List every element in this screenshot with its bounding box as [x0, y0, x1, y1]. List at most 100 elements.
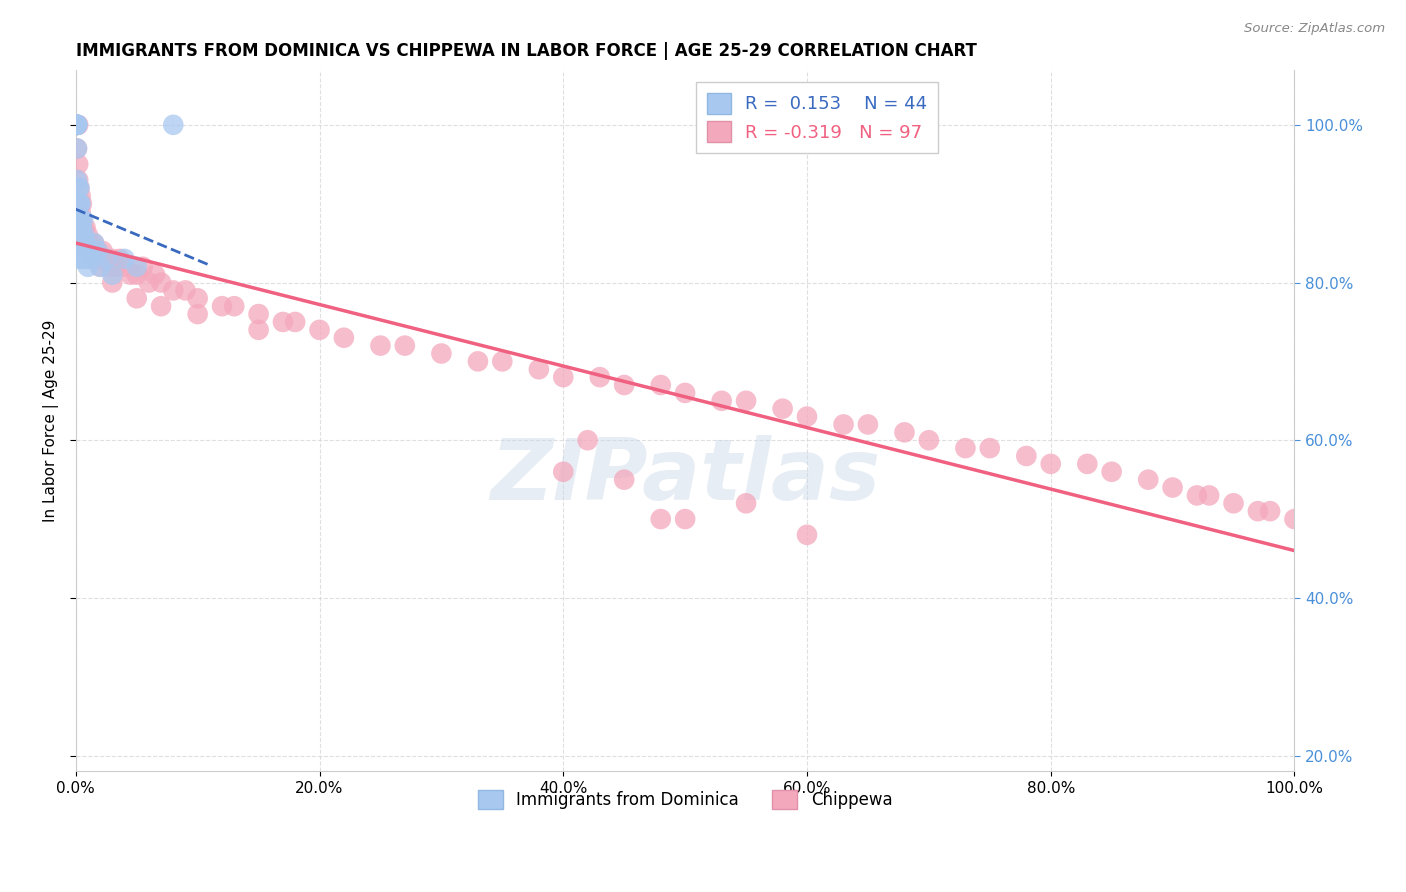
- Point: [918, 434, 941, 448]
- Point: [70, 196, 93, 211]
- Point: [308, 323, 330, 337]
- Point: [101, 252, 124, 266]
- Point: [69, 220, 91, 235]
- Point: [589, 370, 612, 384]
- Legend: Immigrants from Dominica, Chippewa: Immigrants from Dominica, Chippewa: [471, 783, 898, 815]
- Point: [96, 252, 118, 266]
- Point: [66, 118, 89, 132]
- Point: [150, 276, 173, 290]
- Point: [89, 260, 111, 274]
- Point: [114, 252, 136, 266]
- Text: Source: ZipAtlas.com: Source: ZipAtlas.com: [1244, 22, 1385, 36]
- Point: [333, 331, 356, 345]
- Point: [76, 236, 98, 251]
- Point: [247, 323, 270, 337]
- Point: [69, 204, 91, 219]
- Point: [69, 196, 91, 211]
- Point: [1039, 457, 1062, 471]
- Point: [430, 346, 453, 360]
- Point: [114, 260, 136, 274]
- Point: [67, 228, 90, 243]
- Point: [955, 441, 977, 455]
- Point: [72, 212, 94, 227]
- Point: [69, 196, 91, 211]
- Point: [80, 244, 103, 258]
- Point: [120, 268, 142, 282]
- Point: [162, 118, 184, 132]
- Point: [673, 385, 696, 400]
- Point: [553, 370, 575, 384]
- Point: [84, 252, 107, 266]
- Point: [73, 228, 96, 243]
- Point: [69, 236, 91, 251]
- Point: [91, 244, 114, 258]
- Point: [856, 417, 879, 432]
- Point: [735, 496, 758, 510]
- Point: [70, 212, 93, 227]
- Point: [87, 244, 110, 258]
- Text: IMMIGRANTS FROM DOMINICA VS CHIPPEWA IN LABOR FORCE | AGE 25-29 CORRELATION CHAR: IMMIGRANTS FROM DOMINICA VS CHIPPEWA IN …: [76, 42, 977, 60]
- Point: [66, 118, 89, 132]
- Point: [70, 252, 93, 266]
- Point: [650, 378, 672, 392]
- Point: [125, 268, 148, 282]
- Point: [66, 141, 89, 155]
- Point: [1137, 473, 1160, 487]
- Point: [67, 252, 90, 266]
- Point: [491, 354, 513, 368]
- Point: [211, 299, 233, 313]
- Point: [1101, 465, 1123, 479]
- Point: [70, 220, 93, 235]
- Point: [394, 338, 416, 352]
- Point: [979, 441, 1001, 455]
- Point: [893, 425, 915, 440]
- Point: [76, 252, 98, 266]
- Point: [66, 141, 89, 155]
- Point: [77, 244, 100, 258]
- Point: [101, 276, 124, 290]
- Point: [187, 291, 209, 305]
- Point: [66, 173, 89, 187]
- Point: [96, 252, 118, 266]
- Point: [89, 260, 111, 274]
- Point: [67, 220, 90, 235]
- Point: [89, 252, 111, 266]
- Point: [79, 252, 101, 266]
- Point: [1258, 504, 1281, 518]
- Point: [673, 512, 696, 526]
- Point: [75, 236, 97, 251]
- Point: [125, 291, 148, 305]
- Point: [69, 181, 91, 195]
- Point: [1185, 488, 1208, 502]
- Point: [66, 118, 89, 132]
- Point: [796, 528, 818, 542]
- Point: [67, 196, 90, 211]
- Point: [69, 189, 91, 203]
- Point: [72, 220, 94, 235]
- Point: [77, 228, 100, 243]
- Point: [150, 299, 173, 313]
- Point: [576, 434, 599, 448]
- Point: [67, 236, 90, 251]
- Point: [66, 118, 89, 132]
- Point: [66, 118, 89, 132]
- Point: [66, 118, 89, 132]
- Point: [832, 417, 855, 432]
- Point: [796, 409, 818, 424]
- Point: [87, 244, 110, 258]
- Point: [1247, 504, 1270, 518]
- Point: [69, 181, 91, 195]
- Text: ZIPatlas: ZIPatlas: [491, 435, 880, 518]
- Point: [1076, 457, 1098, 471]
- Point: [1161, 481, 1184, 495]
- Point: [67, 157, 90, 171]
- Point: [1284, 512, 1306, 526]
- Point: [1198, 488, 1220, 502]
- Point: [138, 276, 160, 290]
- Point: [132, 260, 155, 274]
- Point: [83, 252, 105, 266]
- Point: [72, 236, 94, 251]
- Point: [73, 244, 96, 258]
- Point: [772, 401, 794, 416]
- Point: [162, 284, 184, 298]
